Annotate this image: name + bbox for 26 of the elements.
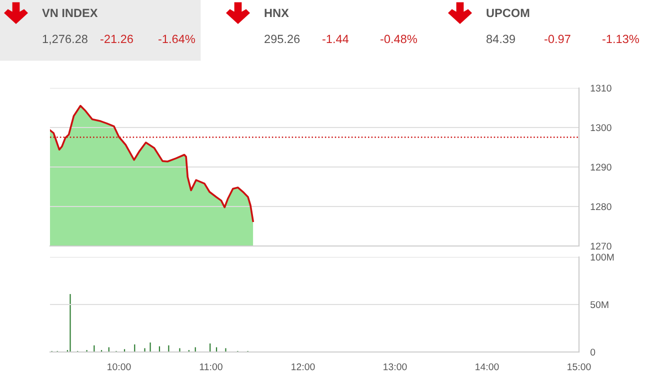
y-tick-label: 1290 — [590, 164, 612, 171]
text: 84.39 — [486, 34, 515, 44]
x-tick-label: 14:00 — [476, 363, 499, 370]
y-tick-label: 1280 — [590, 203, 612, 210]
y-tick-label: 1300 — [590, 124, 612, 132]
y-tick-label: 0 — [590, 348, 596, 356]
y-tick-label: 1270 — [590, 242, 612, 250]
text: 295.26 — [264, 34, 300, 44]
x-tick-label: 10:00 — [108, 363, 131, 370]
text: -1.64% — [158, 34, 195, 44]
text: -1.13% — [602, 34, 639, 44]
x-tick-label: 13:00 — [384, 363, 407, 370]
y-tick-label: 100M — [590, 254, 614, 261]
text: -1.44 — [322, 34, 349, 44]
text: -21.26 — [100, 34, 133, 44]
y-tick-label: 1310 — [590, 84, 612, 92]
y-tick-label: 50M — [590, 301, 608, 308]
text: HNX — [264, 8, 289, 18]
text: VN INDEX — [42, 8, 98, 18]
text: 1,276.28 — [42, 34, 88, 45]
text: -0.48% — [380, 34, 417, 44]
x-tick-label: 15:00 — [568, 363, 591, 370]
x-tick-label: 11:00 — [200, 363, 222, 370]
text: UPCOM — [486, 8, 530, 18]
text: -0.97 — [544, 34, 570, 44]
x-tick-label: 12:00 — [292, 363, 315, 370]
